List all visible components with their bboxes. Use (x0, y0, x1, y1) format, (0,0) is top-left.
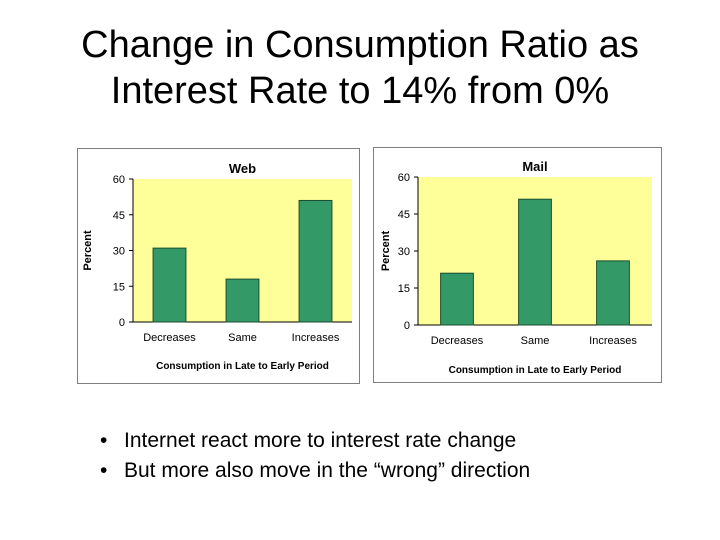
web-title: Web (229, 161, 256, 176)
mail-y-tick-label: 45 (398, 209, 410, 221)
slide-title-line-2: Interest Rate to 14% from 0% (110, 70, 610, 112)
mail-bar-decreases (440, 272, 474, 326)
web-bar-increases (298, 199, 333, 323)
bullet-item: • But more also move in the “wrong” dire… (100, 456, 530, 486)
web-y-tick-label: 45 (113, 210, 125, 222)
bullet-dot: • (100, 429, 108, 452)
mail-y-tick-label: 60 (398, 172, 410, 184)
mail-chart-svg: Mail 0 15 30 45 60 Percent Decreases Same Increas… (373, 147, 662, 383)
mail-bar-same (518, 198, 552, 326)
web-y-tick-label: 60 (113, 174, 125, 186)
web-y-tick-label: 15 (113, 281, 125, 293)
web-bar-same (225, 278, 260, 323)
mail-y-tick-label: 15 (398, 283, 410, 295)
web-chart-svg: Web 0 15 30 45 60 Percent Decreases Same Increase… (77, 148, 360, 384)
mail-x-axis-label: Consumption in Late to Early Period (449, 365, 622, 376)
web-x-tick-label: Decreases (143, 332, 196, 344)
web-y-axis-label: Percent (82, 230, 94, 271)
bullet-item: • Internet react more to interest rate c… (100, 426, 530, 456)
mail-title: Mail (522, 159, 547, 174)
web-x-tick-label: Increases (292, 332, 340, 344)
web-x-axis-label: Consumption in Late to Early Period (156, 361, 329, 372)
mail-y-axis-label: Percent (380, 230, 392, 271)
web-bar-decreases (152, 247, 187, 323)
bullet-dot: • (100, 459, 108, 482)
web-x-tick-label: Same (228, 332, 257, 344)
mail-x-tick-label: Increases (589, 335, 637, 347)
bullet-text: But more also move in the “wrong” direct… (124, 459, 531, 482)
slide-title: Change in Consumption Ratio as Interest … (0, 22, 720, 114)
mail-y-tick-label: 30 (398, 246, 410, 258)
slide-title-line-1: Change in Consumption Ratio as (81, 24, 639, 66)
mail-x-tick-label: Same (521, 335, 550, 347)
web-y-tick-label: 30 (113, 246, 125, 258)
bullet-text: Internet react more to interest rate cha… (124, 429, 517, 452)
web-chart: Web 0 15 30 45 60 Percent Decreases Same Increase… (77, 148, 360, 384)
web-y-tick-label: 0 (119, 317, 125, 329)
bullet-list: • Internet react more to interest rate c… (100, 426, 530, 486)
mail-x-tick-label: Decreases (431, 335, 484, 347)
mail-bar-increases (596, 260, 630, 326)
mail-chart: Mail 0 15 30 45 60 Percent Decreases Same Increas… (373, 147, 662, 383)
mail-y-tick-label: 0 (404, 320, 410, 332)
